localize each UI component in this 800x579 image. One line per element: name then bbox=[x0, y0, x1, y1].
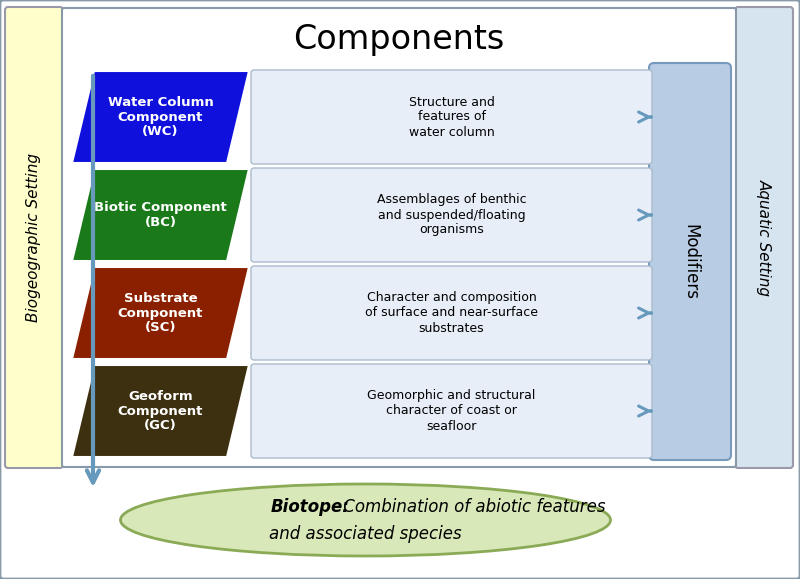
FancyBboxPatch shape bbox=[251, 168, 652, 262]
Text: Biogeographic Setting: Biogeographic Setting bbox=[26, 153, 42, 322]
FancyBboxPatch shape bbox=[62, 8, 736, 467]
Polygon shape bbox=[72, 365, 249, 457]
Polygon shape bbox=[72, 267, 249, 359]
Text: Water Column
Component
(WC): Water Column Component (WC) bbox=[108, 96, 214, 138]
Text: Biotope:: Biotope: bbox=[270, 498, 350, 516]
Text: Aquatic Setting: Aquatic Setting bbox=[757, 179, 771, 296]
Polygon shape bbox=[72, 169, 249, 261]
FancyBboxPatch shape bbox=[735, 7, 793, 468]
Text: Modifiers: Modifiers bbox=[681, 223, 699, 299]
Ellipse shape bbox=[121, 484, 610, 556]
Text: Structure and
features of
water column: Structure and features of water column bbox=[409, 96, 494, 138]
FancyBboxPatch shape bbox=[251, 266, 652, 360]
Text: Geoform
Component
(GC): Geoform Component (GC) bbox=[118, 390, 203, 433]
Polygon shape bbox=[72, 71, 249, 163]
FancyBboxPatch shape bbox=[5, 7, 63, 468]
Text: Biotic Component
(BC): Biotic Component (BC) bbox=[94, 201, 227, 229]
Text: Components: Components bbox=[294, 24, 505, 57]
Text: Combination of abiotic features: Combination of abiotic features bbox=[338, 498, 606, 516]
FancyBboxPatch shape bbox=[649, 63, 731, 460]
Text: Assemblages of benthic
and suspended/floating
organisms: Assemblages of benthic and suspended/flo… bbox=[377, 193, 526, 236]
Text: Substrate
Component
(SC): Substrate Component (SC) bbox=[118, 291, 203, 335]
Text: Geomorphic and structural
character of coast or
seafloor: Geomorphic and structural character of c… bbox=[367, 390, 536, 433]
FancyBboxPatch shape bbox=[251, 70, 652, 164]
Text: and associated species: and associated species bbox=[269, 525, 462, 543]
FancyBboxPatch shape bbox=[251, 364, 652, 458]
Text: Character and composition
of surface and near-surface
substrates: Character and composition of surface and… bbox=[365, 291, 538, 335]
